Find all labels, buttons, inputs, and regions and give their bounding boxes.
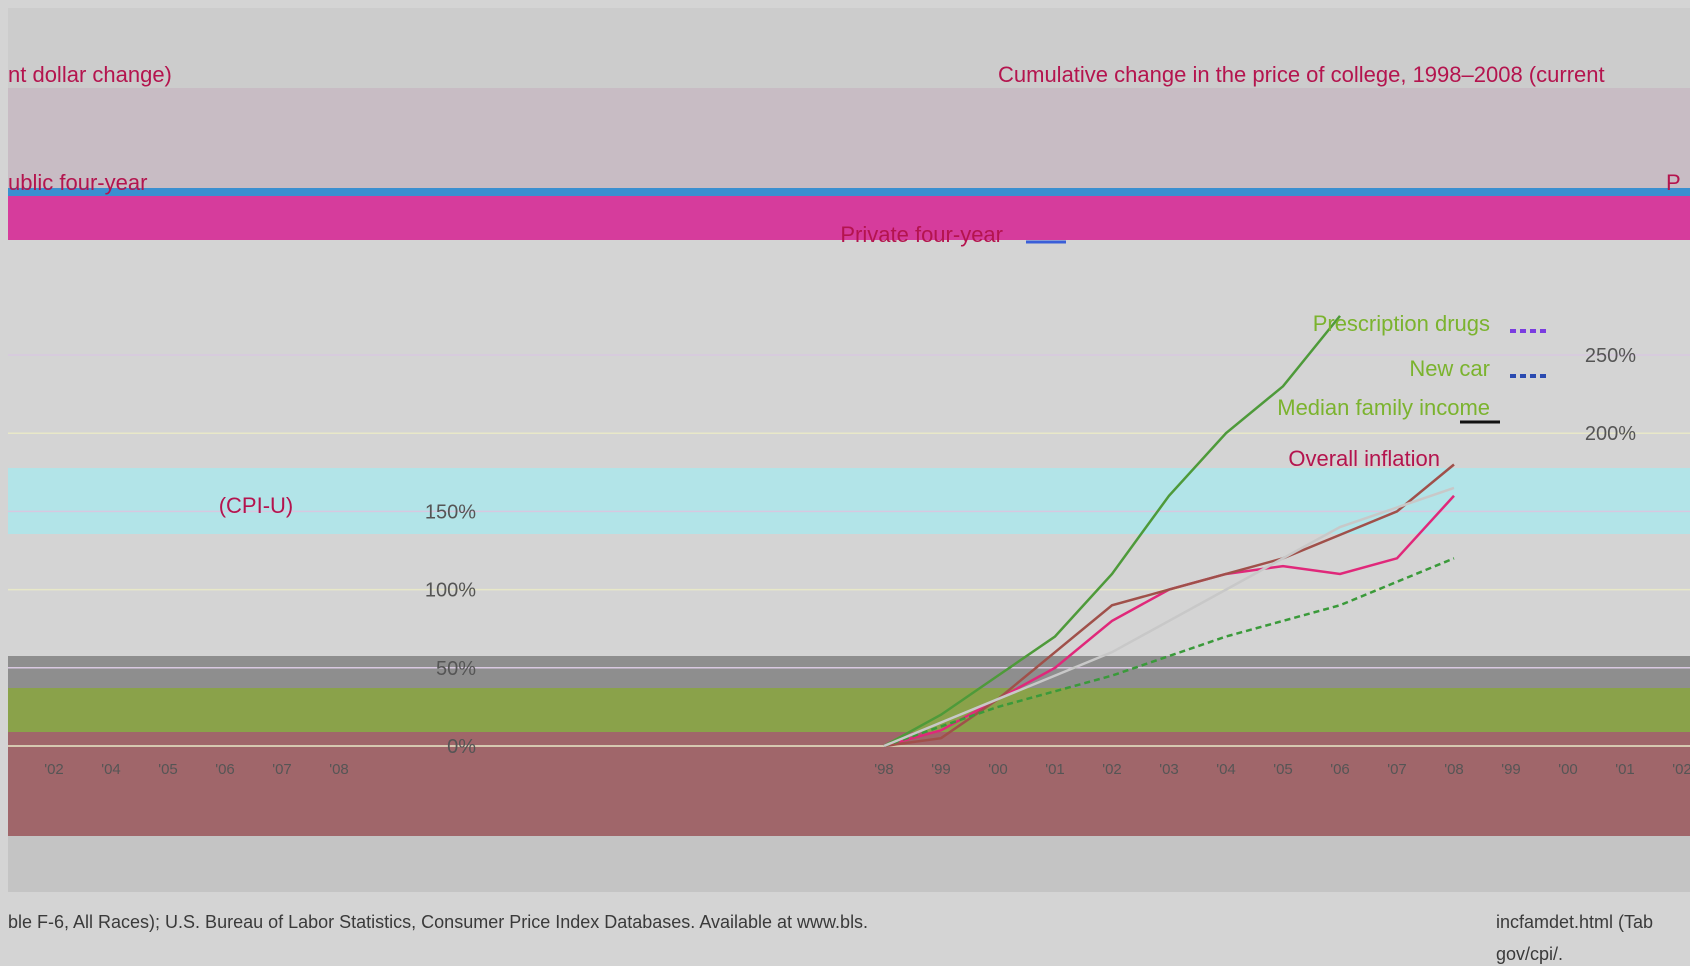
source-url: gov/cpi/. (1496, 944, 1564, 964)
y-tick-label: 50% (436, 658, 476, 680)
source-note: ble F-6, All Races); U.S. Bureau of Labo… (8, 912, 869, 932)
legend-label-prescription: Prescription drugs (1313, 311, 1490, 336)
y-tick-label: 250% (1585, 345, 1636, 367)
legend-label-private: Private four-year (840, 222, 1003, 247)
header-band (8, 8, 1690, 88)
gray-band (8, 656, 1690, 688)
x-tick-label: '02 (1102, 761, 1122, 778)
legend-label-cpiu: (CPI-U) (219, 493, 294, 518)
legend-label-inflation: Overall inflation (1288, 446, 1440, 471)
gridlines (8, 354, 1690, 747)
legend-label-income: Median family income (1277, 395, 1490, 420)
series-line-4 (883, 557, 1455, 748)
y-axis-ticks: 250% 200% 150% 100% 50% 0% (425, 345, 1636, 758)
legend-label-new-car: New car (1409, 356, 1490, 381)
y-tick-label: 200% (1585, 423, 1636, 445)
x-tick-label: '99 (1501, 761, 1521, 778)
hatch-band-upper (8, 88, 1690, 188)
x-tick-label: '01 (1615, 761, 1635, 778)
blue-rule (8, 188, 1690, 196)
x-tick-label: '06 (1330, 761, 1350, 778)
x-tick-label: '06 (215, 761, 235, 778)
x-axis-ticks: '02 '04 '05 '06 '07 '08 '98 '99 '00 '01 '02 '03 '04 '… (44, 761, 1690, 778)
x-tick-label: '02 (44, 761, 64, 778)
footer-band (8, 836, 1690, 892)
x-tick-label: '04 (1216, 761, 1236, 778)
green-band (8, 688, 1690, 732)
x-tick-label: '00 (988, 761, 1008, 778)
series-line-1 (883, 315, 1341, 748)
x-tick-label: '03 (1159, 761, 1179, 778)
x-tick-label: '08 (1444, 761, 1464, 778)
x-tick-label: '07 (272, 761, 292, 778)
x-tick-label: '00 (1558, 761, 1578, 778)
x-tick-label: '04 (101, 761, 121, 778)
source-note-right: incfamdet.html (Tab (1496, 912, 1654, 932)
header-left-fragment: nt dollar change) (8, 62, 172, 87)
legend: Private four-year Prescription drugs New… (219, 222, 1550, 518)
x-tick-label: '08 (329, 761, 349, 778)
y-tick-label: 0% (447, 736, 476, 758)
brown-band (8, 732, 1690, 836)
section-left-label: ublic four-year (8, 170, 147, 195)
chart-title: Cumulative change in the price of colleg… (998, 62, 1605, 87)
x-tick-label: '98 (874, 761, 894, 778)
series-line-5 (883, 486, 1455, 748)
y-tick-label: 150% (425, 501, 476, 523)
x-tick-label: '05 (158, 761, 178, 778)
y-tick-label: 100% (425, 580, 476, 602)
x-tick-label: '07 (1387, 761, 1407, 778)
x-tick-label: '99 (931, 761, 951, 778)
magenta-band (8, 196, 1690, 240)
x-tick-label: '05 (1273, 761, 1293, 778)
series-lines (883, 315, 1455, 748)
x-tick-label: '02 (1672, 761, 1690, 778)
x-tick-label: '01 (1045, 761, 1065, 778)
section-right-label: P (1666, 170, 1681, 195)
